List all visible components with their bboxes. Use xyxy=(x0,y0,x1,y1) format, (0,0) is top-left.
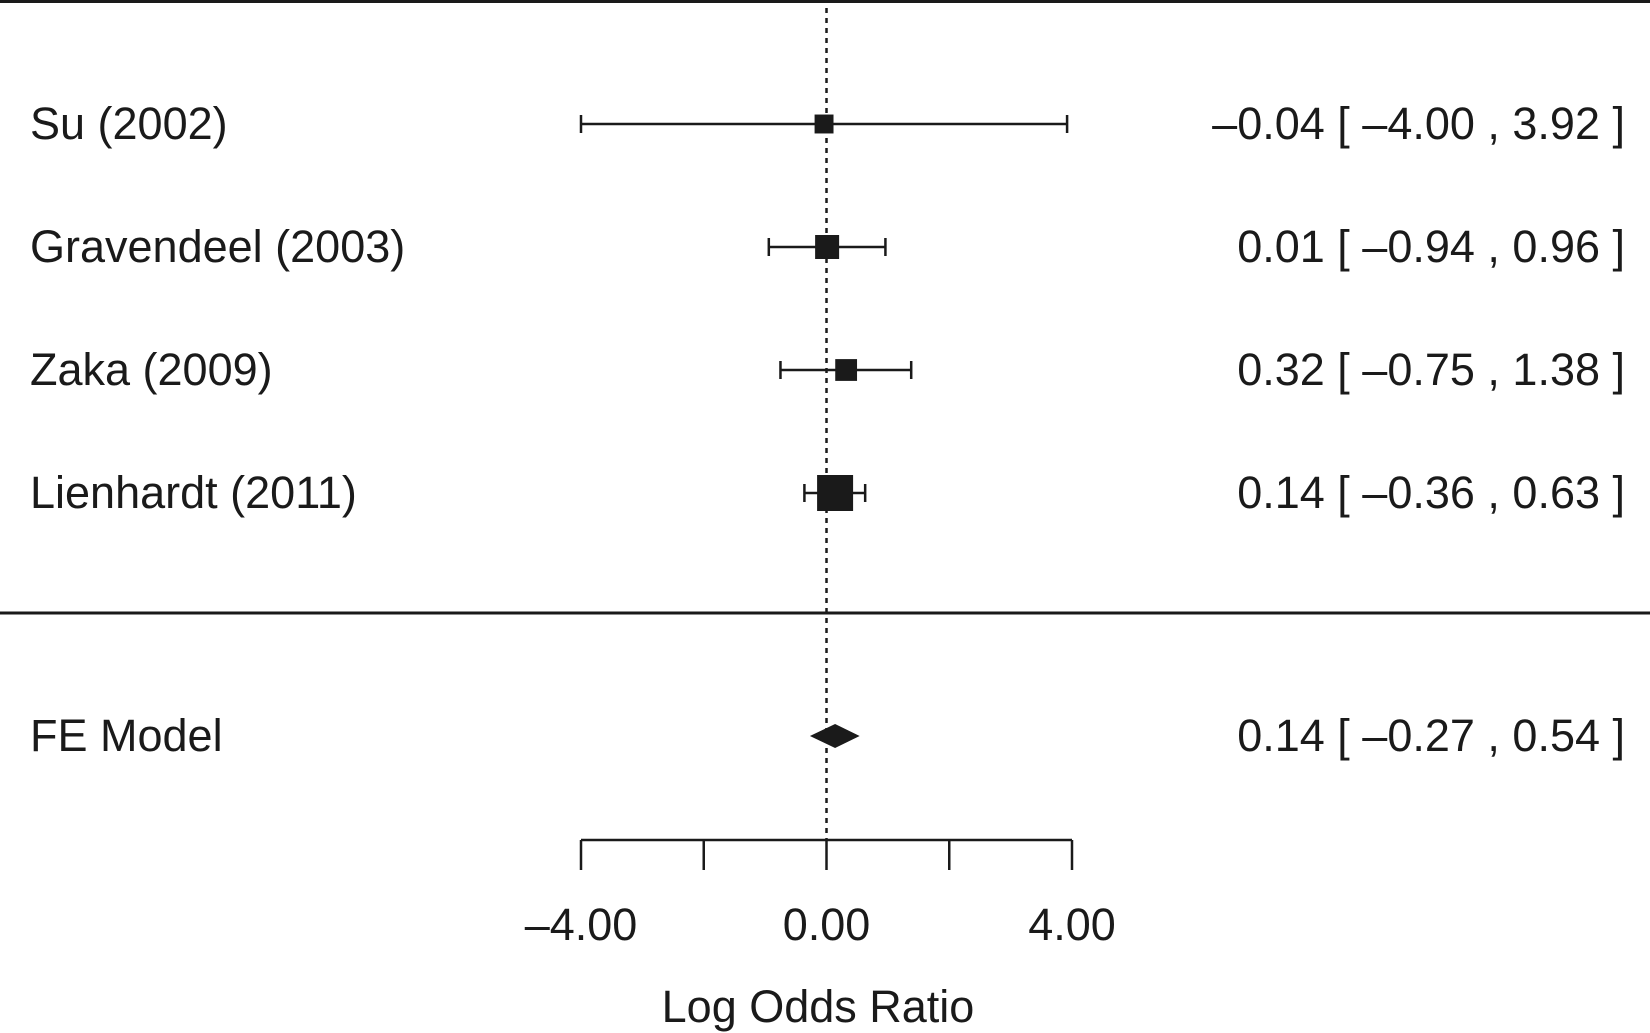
point-estimate-square xyxy=(817,475,854,511)
summary-diamond xyxy=(809,724,860,748)
summary-estimate-text: 0.14 [ –0.27 , 0.54 ] xyxy=(1237,710,1625,761)
point-estimate-square xyxy=(835,359,858,381)
x-axis: –4.00 0.00 4.00 xyxy=(525,838,1116,950)
point-estimate-square xyxy=(814,114,834,134)
summary-row: FE Model 0.14 [ –0.27 , 0.54 ] xyxy=(30,710,1625,761)
study-label: Gravendeel (2003) xyxy=(30,221,405,272)
axis-tick-label: 4.00 xyxy=(1028,899,1116,950)
study-row: Zaka (2009) 0.32 [ –0.75 , 1.38 ] xyxy=(30,344,1625,395)
point-estimate-square xyxy=(815,235,840,259)
study-estimate-text: –0.04 [ –4.00 , 3.92 ] xyxy=(1212,98,1625,149)
axis-tick-label: 0.00 xyxy=(783,899,871,950)
summary-label: FE Model xyxy=(30,710,223,761)
study-estimate-text: 0.32 [ –0.75 , 1.38 ] xyxy=(1237,344,1625,395)
study-label: Zaka (2009) xyxy=(30,344,273,395)
study-estimate-text: 0.01 [ –0.94 , 0.96 ] xyxy=(1237,221,1625,272)
study-label: Lienhardt (2011) xyxy=(30,467,357,518)
axis-tick-label: –4.00 xyxy=(525,899,638,950)
study-rows: Su (2002) –0.04 [ –4.00 , 3.92 ] Gravendee… xyxy=(30,98,1625,518)
study-row: Lienhardt (2011) 0.14 [ –0.36 , 0.63 ] xyxy=(30,467,1625,518)
study-label: Su (2002) xyxy=(30,98,228,149)
study-estimate-text: 0.14 [ –0.36 , 0.63 ] xyxy=(1237,467,1625,518)
x-axis-label: Log Odds Ratio xyxy=(662,981,975,1032)
study-row: Gravendeel (2003) 0.01 [ –0.94 , 0.96 ] xyxy=(30,221,1625,272)
study-row: Su (2002) –0.04 [ –4.00 , 3.92 ] xyxy=(30,98,1625,149)
